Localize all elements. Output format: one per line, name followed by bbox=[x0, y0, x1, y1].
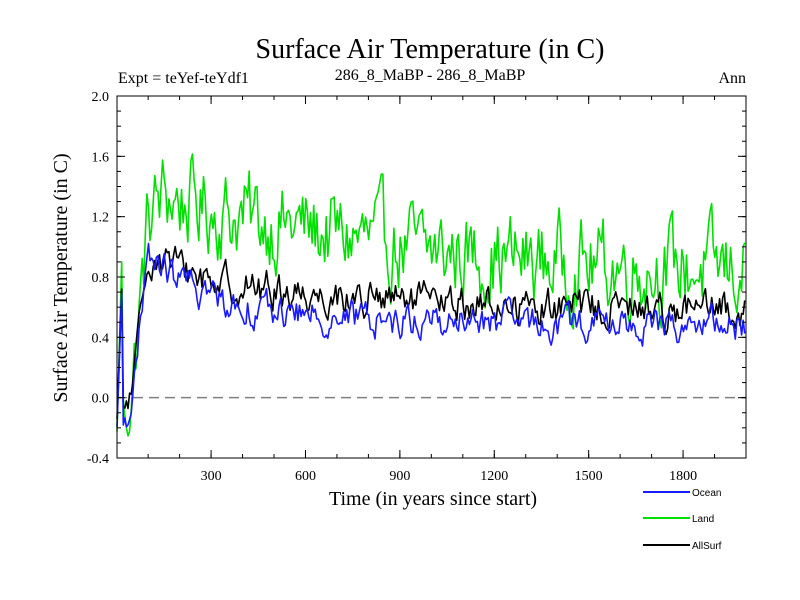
x-tick-label: 300 bbox=[201, 469, 222, 484]
x-tick-label: 600 bbox=[295, 469, 316, 484]
x-tick-label: 1500 bbox=[575, 469, 603, 484]
plot-area bbox=[116, 153, 746, 437]
x-tick-label: 900 bbox=[389, 469, 410, 484]
y-tick-label: 1.6 bbox=[92, 150, 110, 165]
series-line-allsurf bbox=[116, 245, 746, 420]
chart-title: Surface Air Temperature (in C) bbox=[256, 34, 605, 65]
y-tick-label: 0.8 bbox=[92, 271, 110, 286]
series-line-land bbox=[116, 153, 746, 437]
plot-frame bbox=[116, 95, 747, 459]
chart-subtitle-right: Ann bbox=[718, 70, 746, 87]
y-axis: -0.4 0.0 0.4 0.8 1.2 1.6 2.0 bbox=[87, 90, 746, 467]
legend: Ocean Land AllSurf bbox=[643, 488, 722, 552]
legend-label-land: Land bbox=[692, 514, 714, 525]
y-tick-label: -0.4 bbox=[87, 452, 109, 467]
x-tick-label: 1200 bbox=[480, 469, 508, 484]
x-axis-label: Time (in years since start) bbox=[329, 488, 537, 510]
y-tick-label: 0.0 bbox=[92, 392, 110, 407]
legend-label-allsurf: AllSurf bbox=[692, 541, 722, 552]
y-tick-label: 2.0 bbox=[92, 90, 110, 105]
x-tick-label: 1800 bbox=[669, 469, 697, 484]
y-tick-label: 1.2 bbox=[92, 211, 110, 226]
x-axis: 300 600 900 1200 1500 1800 bbox=[147, 96, 716, 484]
y-axis-label: Surface Air Temperature (in C) bbox=[50, 153, 72, 402]
legend-label-ocean: Ocean bbox=[692, 488, 721, 499]
chart-subtitle-center: 286_8_MaBP - 286_8_MaBP bbox=[335, 67, 526, 84]
series-line-ocean bbox=[116, 242, 746, 428]
chart-subtitle-left: Expt = teYef-teYdf1 bbox=[118, 70, 249, 87]
y-tick-label: 0.4 bbox=[92, 331, 110, 346]
